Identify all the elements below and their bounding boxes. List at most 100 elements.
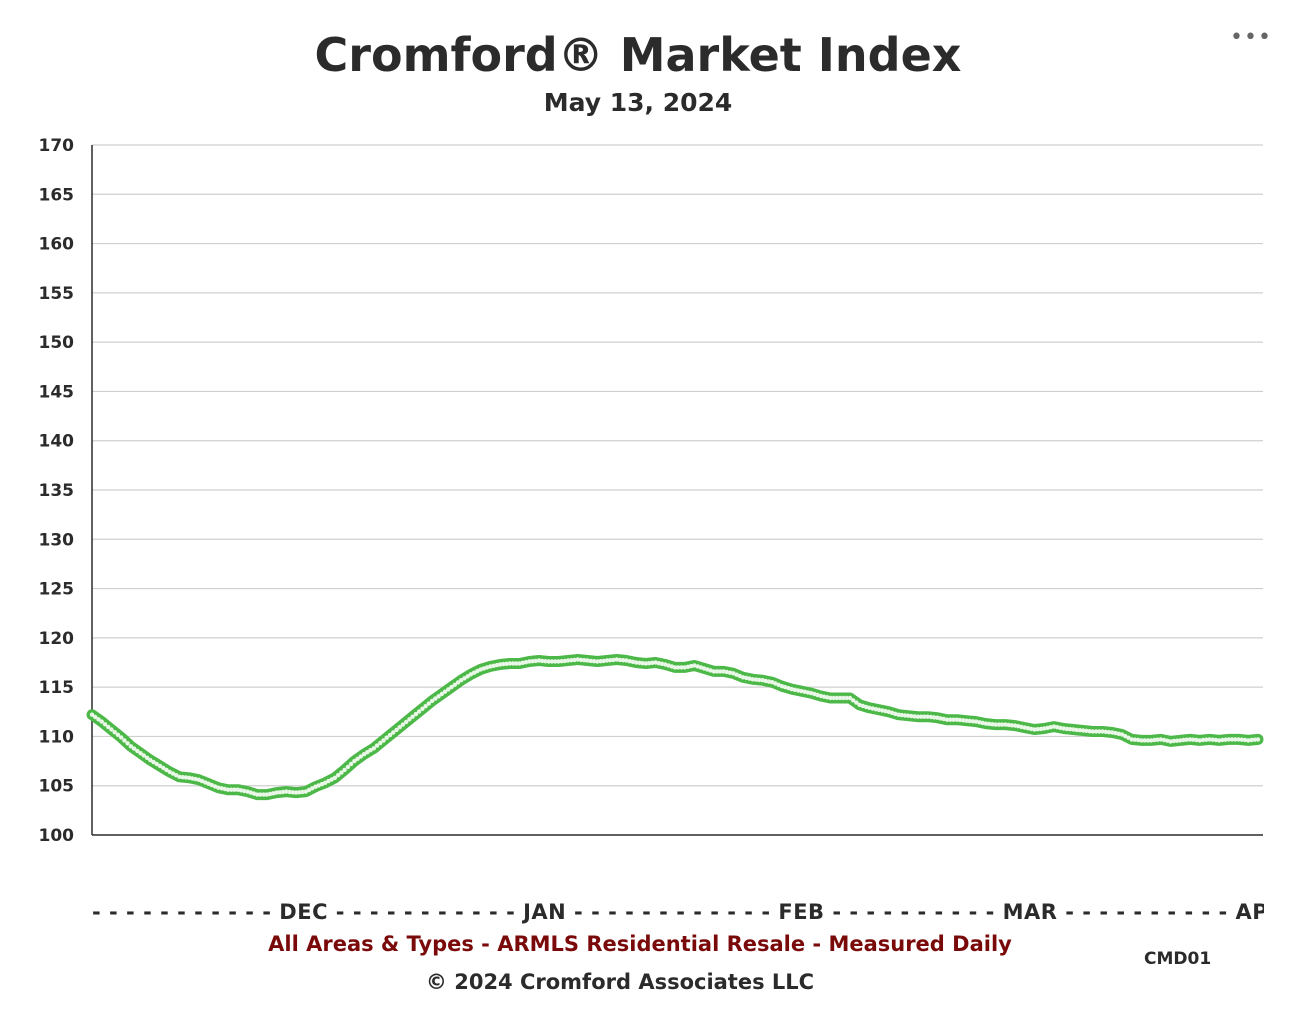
series-point (572, 657, 577, 663)
series-point (961, 718, 966, 723)
series-point (1061, 726, 1066, 731)
series-point (517, 661, 522, 666)
series-point (1067, 727, 1073, 732)
series-point (624, 658, 629, 663)
series-point (1233, 737, 1238, 742)
series-point (1077, 728, 1083, 733)
series-point (543, 659, 548, 664)
series-point (915, 714, 921, 719)
series-point (964, 718, 969, 723)
series-point (300, 789, 305, 795)
series-point (1178, 738, 1183, 743)
series-point (999, 722, 1005, 727)
series-point (1252, 737, 1258, 742)
x-axis-month-labels: - - - - - - - - - - - DEC - - - - - - - … (92, 900, 1264, 924)
series-point (410, 714, 415, 719)
series-point (993, 722, 998, 727)
series-point (893, 711, 898, 716)
series-point (847, 695, 853, 701)
series-point (659, 661, 665, 666)
series-point (1136, 737, 1141, 743)
series-point (844, 695, 849, 701)
series-point (1064, 726, 1070, 732)
series-point (1103, 729, 1109, 734)
series-point (825, 695, 830, 700)
series-point (400, 722, 406, 727)
series-point (1129, 737, 1134, 742)
series-point (316, 783, 321, 788)
series-point (682, 665, 687, 670)
series-point (1126, 735, 1131, 740)
series-point (666, 663, 671, 668)
series-point (1204, 737, 1209, 742)
series-point (757, 677, 762, 683)
series-point (177, 774, 182, 779)
series-point (523, 660, 529, 665)
series-point (854, 700, 859, 705)
series-point (361, 752, 367, 757)
series-point (280, 789, 286, 795)
series-point (183, 775, 189, 780)
series-point (1142, 738, 1147, 743)
series-point (792, 687, 797, 692)
series-point (1152, 737, 1157, 743)
series-point (925, 714, 930, 719)
series-point (1025, 726, 1031, 731)
series-point (510, 661, 516, 666)
series-point (261, 792, 266, 797)
series-point (533, 658, 538, 664)
series-point (122, 738, 127, 743)
series-point (93, 714, 98, 720)
series-point (504, 661, 509, 666)
series-point (1071, 727, 1076, 732)
series-point (462, 676, 467, 681)
series-point (906, 713, 911, 718)
series-point (902, 713, 908, 718)
series-point (941, 716, 946, 722)
series-point (429, 698, 435, 704)
series-point (1090, 729, 1096, 734)
series-point (692, 663, 697, 668)
series-point (614, 657, 619, 662)
series-point (970, 719, 976, 724)
series-point (436, 694, 441, 699)
series-point (1200, 737, 1206, 743)
series-point (987, 721, 992, 727)
series-point (815, 692, 820, 698)
series-point (1184, 737, 1189, 742)
chart-subtitle: May 13, 2024 (543, 88, 733, 117)
series-point (293, 790, 299, 795)
series-point (1223, 737, 1228, 742)
series-point (157, 763, 163, 769)
series-point (394, 727, 399, 733)
series-point (1058, 725, 1063, 731)
series-point (365, 750, 370, 755)
series-point (242, 788, 247, 794)
series-point (585, 658, 590, 663)
series-point (944, 717, 950, 722)
series-point (416, 709, 422, 714)
series-point (1236, 737, 1241, 742)
series-point (407, 717, 412, 722)
series-point (588, 658, 593, 664)
series-point (106, 724, 111, 730)
chart-plot: 100 105 110 115 120 125 130 135 140 145 150 155 160 1… (39, 136, 1264, 846)
series-point (621, 658, 626, 663)
series-point (578, 657, 584, 663)
series-point (974, 719, 979, 724)
series-point (491, 663, 496, 668)
chart-footnote: All Areas & Types - ARMLS Residential Re… (268, 932, 1012, 956)
series-point (766, 679, 772, 684)
series-point (426, 701, 431, 706)
series-point (1181, 737, 1186, 743)
series-point (967, 718, 972, 724)
series-point (391, 730, 396, 735)
series-point (358, 754, 363, 759)
series-point (348, 761, 354, 767)
series-point (734, 672, 739, 677)
series-point (468, 672, 474, 677)
series-point (1158, 737, 1164, 742)
series-point (640, 661, 645, 666)
chart-menu-button[interactable]: ••• (1230, 25, 1272, 50)
y-tick-label: 130 (39, 530, 75, 550)
